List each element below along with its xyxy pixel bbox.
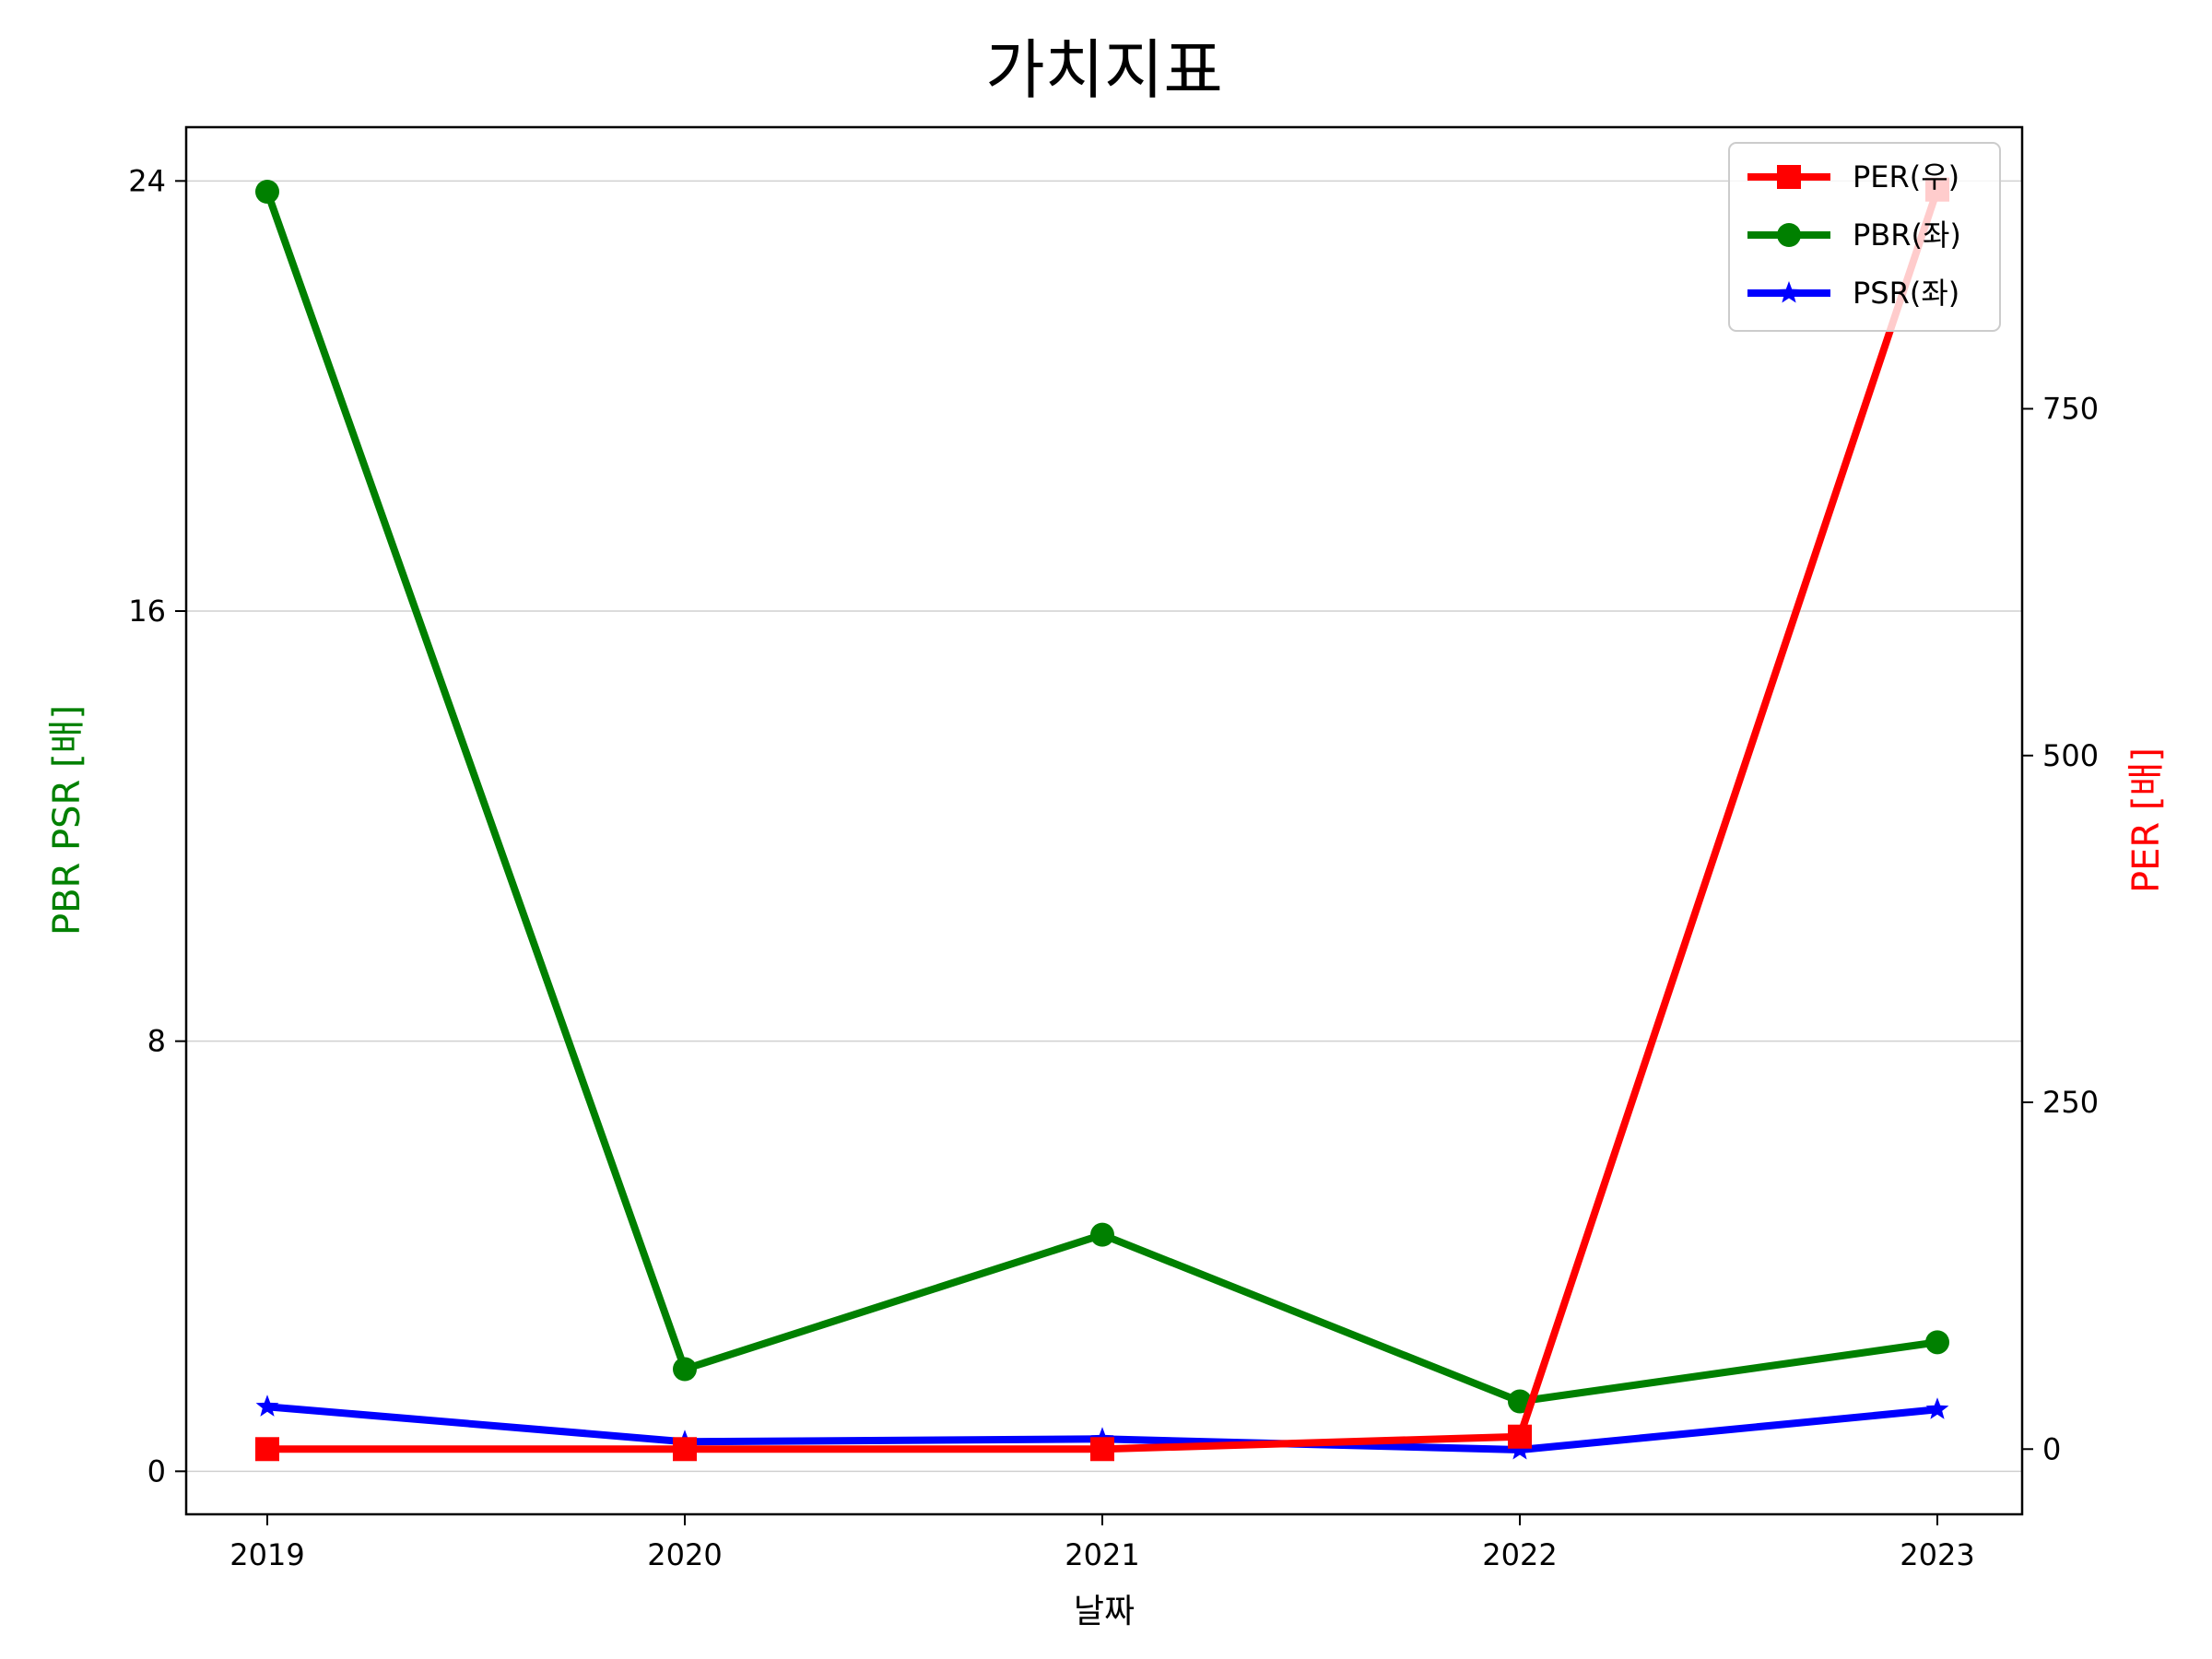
legend-marker-0 <box>1777 165 1801 189</box>
legend-label-2: PSR(좌) <box>1853 276 1959 311</box>
legend-label-1: PBR(좌) <box>1853 218 1961 253</box>
series-2-point-0 <box>255 1394 279 1417</box>
left-axis-title: PBR PSR [배] <box>46 705 88 935</box>
series-1-point-2 <box>1090 1222 1114 1247</box>
right-axis-tick-label-1: 250 <box>2042 1085 2099 1120</box>
x-axis-tick-label-4: 2023 <box>1900 1537 1974 1572</box>
series-layer <box>255 177 1949 1462</box>
legend-label-0: PER(우) <box>1853 159 1959 194</box>
series-2-point-3 <box>1508 1438 1532 1460</box>
series-1-point-1 <box>673 1357 697 1382</box>
right-axis-tick-label-0: 0 <box>2042 1431 2061 1466</box>
left-axis-tick-label-1: 8 <box>147 1024 166 1059</box>
series-0-point-3 <box>1508 1424 1532 1449</box>
axes-layer: 0 8 16 24 0 250 500 750 2019 2020 2021 2022 2023 <box>128 163 2099 1572</box>
series-0 <box>255 177 1949 1462</box>
series-1-point-4 <box>1925 1330 1949 1355</box>
series-2-point-4 <box>1925 1397 1949 1419</box>
plot-frame <box>184 125 2024 1516</box>
right-axis-tick-label-3: 750 <box>2042 392 2099 427</box>
series-1-point-0 <box>255 180 279 204</box>
series-0-point-2 <box>1090 1437 1114 1462</box>
x-axis-tick-label-3: 2022 <box>1482 1537 1557 1572</box>
chart-title: 가치지표 <box>985 32 1223 108</box>
left-axis-tick-label-0: 0 <box>147 1453 166 1488</box>
series-1 <box>255 180 1949 1414</box>
legend-marker-1 <box>1777 223 1801 247</box>
left-axis-tick-label-2: 16 <box>128 594 166 629</box>
legend-items: PER(우) PBR(좌) PSR(좌) <box>1747 159 1961 311</box>
legend-frame <box>1728 142 2001 332</box>
legend: PER(우) PBR(좌) PSR(좌) <box>1728 142 2001 332</box>
legend-marker-2 <box>1777 281 1801 303</box>
x-axis-tick-label-0: 2019 <box>229 1537 304 1572</box>
x-axis-title: 날짜 <box>1074 1593 1135 1630</box>
series-0-point-1 <box>673 1437 697 1462</box>
x-axis-tick-label-2: 2021 <box>1065 1537 1139 1572</box>
series-0-point-0 <box>255 1437 279 1462</box>
grid-layer <box>186 180 2022 1473</box>
right-axis-tick-label-2: 500 <box>2042 738 2099 773</box>
right-axis-title: PER [배] <box>2125 747 2168 893</box>
left-axis-tick-label-3: 24 <box>128 163 166 198</box>
x-axis-tick-label-1: 2020 <box>647 1537 722 1572</box>
